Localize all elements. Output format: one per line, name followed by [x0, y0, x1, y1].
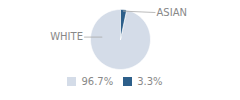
html-text:3.3%: 3.3%: [137, 76, 163, 87]
html-text:96.7%: 96.7%: [81, 76, 114, 87]
svg-text:ASIAN: ASIAN: [157, 7, 187, 18]
svg-text:WHITE: WHITE: [50, 31, 83, 42]
